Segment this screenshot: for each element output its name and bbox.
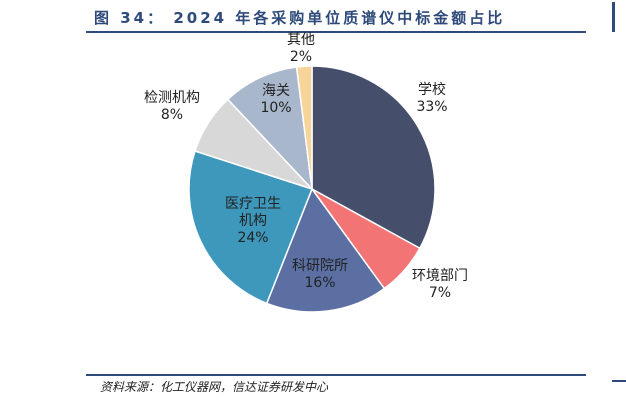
- slice-value-0: 33%: [416, 99, 447, 115]
- slice-label-1: 环境部门 7%: [412, 268, 468, 301]
- slice-name-5: 海关: [262, 83, 290, 99]
- slice-value-6: 2%: [290, 49, 312, 65]
- slice-value-2: 16%: [304, 275, 335, 291]
- slice-name-4: 检测机构: [144, 90, 200, 106]
- slice-label-0: 学校 33%: [416, 81, 447, 115]
- slice-name-3: 机构: [239, 213, 267, 229]
- slice-label-4: 检测机构 8%: [144, 90, 200, 123]
- slice-name-6: 其他: [287, 32, 315, 48]
- pie-slice-2: [265, 187, 386, 313]
- slice-value-4: 8%: [161, 107, 183, 123]
- pie-slice-0: [311, 65, 436, 250]
- figure-title-bar: 图 34： 2024 年各采购单位质谱仪中标金额占比: [86, 0, 586, 33]
- slice-name-1: 环境部门: [412, 268, 468, 284]
- slice-value-1: 7%: [429, 285, 451, 301]
- adjacent-panel-edge-bottom: [612, 380, 626, 382]
- source-note: 资料来源：化工仪器网，信达证券研发中心: [100, 380, 329, 394]
- footer-divider: [86, 374, 586, 376]
- slice-value-3: 24%: [237, 230, 268, 246]
- pie-slices: [188, 65, 436, 313]
- pie-labels: 学校 33% 环境部门 7% 科研院所 16% 医疗卫生机构 24% 检测机构 8% 海关 10% 其他…: [144, 32, 468, 301]
- slice-label-3: 医疗卫生机构 24%: [225, 196, 281, 246]
- figure-title: 图 34： 2024 年各采购单位质谱仪中标金额占比: [94, 9, 506, 27]
- slice-label-5: 海关 10%: [260, 83, 291, 116]
- slice-name-0: 学校: [418, 81, 446, 98]
- pie-chart: 学校 33% 环境部门 7% 科研院所 16% 医疗卫生机构 24% 检测机构 8% 海关 10% 其他…: [144, 32, 468, 313]
- pie-slice-3: [188, 150, 313, 305]
- pie-slice-6: [295, 65, 313, 190]
- slice-value-5: 10%: [260, 100, 291, 116]
- adjacent-panel-edge: [612, 2, 615, 32]
- slice-name-2: 科研院所: [292, 258, 348, 274]
- pie-slice-5: [226, 66, 314, 192]
- slice-label-6: 其他 2%: [287, 32, 315, 65]
- slice-label-2: 科研院所 16%: [292, 258, 348, 291]
- slice-name-3: 医疗卫生: [225, 196, 281, 212]
